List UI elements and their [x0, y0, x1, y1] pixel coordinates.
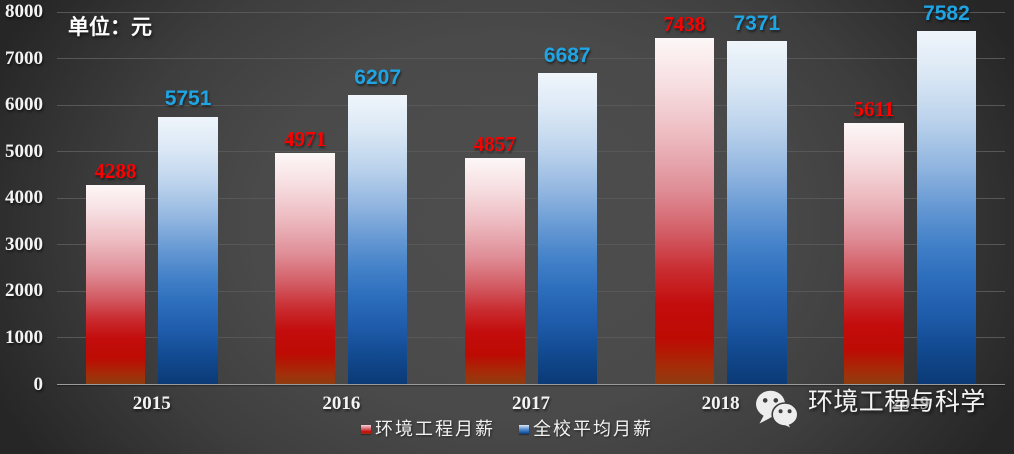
blue-series-swatch-icon	[519, 425, 529, 434]
value-label-环境工程月薪-2015: 4288	[94, 158, 137, 183]
gridline-4000	[57, 197, 1005, 199]
value-label-全校平均月薪-2018: 7371	[733, 11, 781, 35]
bar-全校平均月薪-2016	[347, 95, 408, 385]
y-axis-label-4000: 4000	[5, 187, 43, 209]
gridline-7000	[57, 58, 1005, 60]
gridline-8000	[57, 11, 1005, 13]
y-axis-label-1000: 1000	[5, 326, 43, 348]
unit-label: 单位：元	[68, 16, 152, 39]
value-label-全校平均月薪-2015: 5751	[164, 87, 212, 111]
value-label-环境工程月薪-2017: 4857	[473, 132, 516, 157]
y-axis-label-2000: 2000	[5, 280, 43, 302]
bar-环境工程月薪-2019	[844, 123, 904, 385]
bar-全校平均月薪-2018	[727, 41, 787, 385]
legend-label-red-series: 环境工程月薪	[375, 419, 495, 439]
value-label-环境工程月薪-2019: 5611	[853, 97, 895, 122]
bar-全校平均月薪-2017	[537, 73, 597, 385]
y-axis-label-0: 0	[33, 373, 44, 395]
gridline-6000	[57, 104, 1005, 106]
y-axis-label-6000: 6000	[5, 94, 43, 116]
y-axis-label-8000: 8000	[5, 1, 43, 22]
value-label-全校平均月薪-2019: 7582	[923, 1, 970, 25]
value-label-全校平均月薪-2017: 6687	[543, 43, 591, 67]
bar-全校平均月薪-2015	[158, 116, 218, 385]
y-axis-label-7000: 7000	[5, 47, 43, 69]
x-axis-label-2016: 2016	[322, 393, 361, 414]
y-axis-label-3000: 3000	[5, 233, 43, 255]
gridline-5000	[57, 151, 1005, 153]
bar-环境工程月薪-2016	[275, 153, 335, 385]
value-label-环境工程月薪-2018: 7438	[663, 12, 706, 37]
wechat-icon	[756, 390, 799, 428]
y-axis-label-5000: 5000	[5, 140, 43, 162]
legend-label-blue-series: 全校平均月薪	[533, 419, 653, 439]
watermark-text: 环境工程与科学	[808, 388, 986, 416]
legend-item-red-series: 环境工程月薪	[361, 419, 495, 440]
gridline-3000	[57, 244, 1005, 246]
bar-环境工程月薪-2018	[654, 38, 715, 385]
legend: 环境工程月薪 全校平均月薪	[0, 419, 1014, 440]
gridline-2000	[57, 290, 1005, 292]
x-axis-label-2015: 2015	[132, 393, 171, 414]
bar-环境工程月薪-2017	[465, 158, 525, 385]
value-label-环境工程月薪-2016: 4971	[284, 127, 327, 152]
x-axis-label-2018: 2018	[701, 393, 740, 414]
x-axis-line	[57, 383, 1005, 385]
x-axis-label-2019: 2019	[891, 393, 930, 414]
watermark: 环境工程与科学	[755, 387, 986, 428]
gridline-1000	[57, 337, 1005, 339]
x-axis-label-2017: 2017	[512, 393, 550, 414]
bar-全校平均月薪-2019	[916, 31, 977, 385]
bar-环境工程月薪-2015	[85, 184, 146, 385]
legend-item-blue-series: 全校平均月薪	[519, 419, 653, 440]
value-label-全校平均月薪-2016: 6207	[354, 65, 401, 89]
red-series-swatch-icon	[361, 425, 371, 434]
